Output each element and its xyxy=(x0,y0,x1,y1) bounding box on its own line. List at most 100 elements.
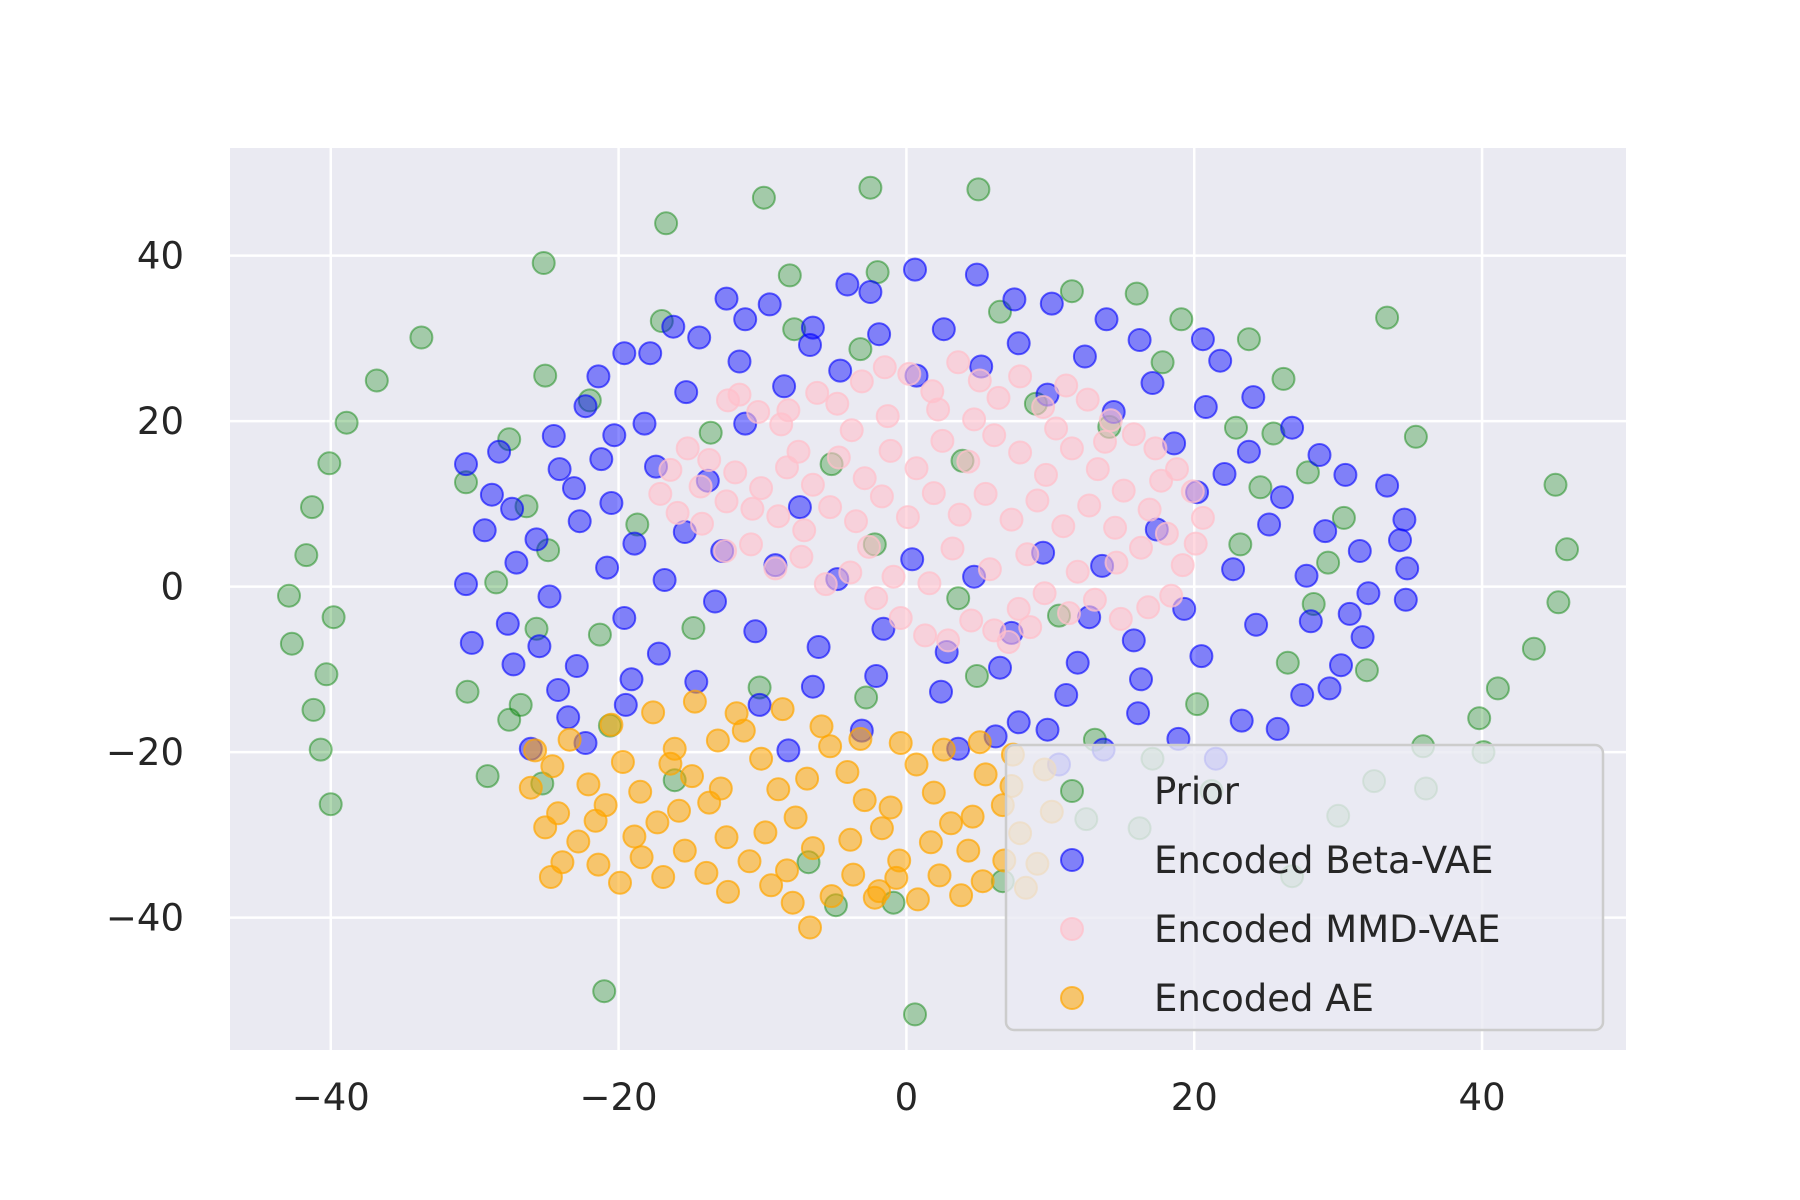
scatter-point xyxy=(1190,327,1215,352)
scatter-point xyxy=(665,500,690,525)
scatter-point xyxy=(881,564,906,589)
legend-marker xyxy=(1060,917,1084,941)
scatter-point xyxy=(999,507,1024,532)
scatter-point xyxy=(1034,462,1058,487)
series-encoded-mmd-vae xyxy=(648,350,1215,654)
scatter-point xyxy=(1229,708,1254,733)
scatter-point xyxy=(766,777,791,802)
scatter-point xyxy=(672,838,697,863)
scatter-point xyxy=(495,611,520,636)
scatter-point xyxy=(1098,408,1123,433)
scatter-point xyxy=(547,457,572,482)
scatter-point xyxy=(518,775,543,800)
scatter-point xyxy=(872,355,897,380)
scatter-point xyxy=(849,369,874,394)
scatter-point xyxy=(541,424,566,448)
scatter-point xyxy=(775,858,799,883)
scatter-point xyxy=(1290,683,1315,707)
scatter-point xyxy=(747,675,772,700)
scatter-point xyxy=(917,571,942,596)
scatter-point xyxy=(703,589,727,614)
scatter-point xyxy=(913,623,938,648)
scatter-point xyxy=(1244,612,1269,637)
scatter-point xyxy=(1149,468,1174,493)
scatter-point xyxy=(967,730,992,755)
scatter-point xyxy=(800,836,825,861)
legend-marker xyxy=(1060,848,1084,872)
scatter-point xyxy=(684,669,709,694)
scatter-point xyxy=(865,260,890,285)
scatter-point xyxy=(1154,521,1179,546)
scatter-point xyxy=(724,701,749,726)
scatter-point xyxy=(939,811,963,836)
scatter-point xyxy=(1183,531,1208,556)
series-prior xyxy=(277,175,1579,1027)
scatter-point xyxy=(1356,581,1381,606)
scatter-point xyxy=(567,509,592,534)
scatter-point xyxy=(308,737,333,762)
scatter-point xyxy=(1075,387,1100,412)
scatter-point xyxy=(455,679,480,704)
scatter-point xyxy=(1208,348,1233,373)
scatter-point xyxy=(929,679,953,704)
scatter-point xyxy=(479,482,504,507)
scatter-point xyxy=(869,484,894,509)
scatter-point xyxy=(317,451,342,476)
scatter-point xyxy=(918,830,943,855)
scatter-point xyxy=(533,815,558,840)
scatter-point xyxy=(973,481,998,506)
scatter-point xyxy=(681,616,706,640)
scatter-point xyxy=(1126,701,1151,726)
scatter-point xyxy=(809,714,834,739)
scatter-point xyxy=(844,509,868,534)
scatter-point xyxy=(697,448,722,472)
scatter-point xyxy=(798,915,822,940)
scatter-point xyxy=(1241,385,1266,410)
scatter-point xyxy=(504,550,529,575)
scatter-point xyxy=(1212,462,1237,486)
y-tick-label: −20 xyxy=(106,731,184,774)
scatter-point xyxy=(531,251,556,275)
scatter-point xyxy=(610,750,635,774)
scatter-point xyxy=(772,374,797,399)
scatter-point xyxy=(977,557,1002,582)
scatter-point xyxy=(651,865,676,889)
scatter-point xyxy=(301,697,326,722)
series-encoded-ae xyxy=(518,689,1064,940)
scatter-point xyxy=(931,737,956,762)
scatter-point xyxy=(905,887,930,912)
scatter-point xyxy=(599,712,624,737)
scatter-point xyxy=(805,380,830,405)
legend-label: Encoded Beta-VAE xyxy=(1154,839,1493,882)
scatter-point xyxy=(818,495,843,520)
scatter-point xyxy=(888,731,913,755)
x-tick-label: −40 xyxy=(292,1076,370,1119)
scatter-point xyxy=(1543,472,1568,497)
scatter-point xyxy=(625,512,650,537)
scatter-point xyxy=(1121,422,1146,447)
scatter-point xyxy=(628,779,653,804)
scatter-point xyxy=(926,397,951,422)
scatter-point xyxy=(1555,537,1579,562)
legend-label: Prior xyxy=(1154,770,1240,813)
scatter-point xyxy=(658,457,683,482)
scatter-point xyxy=(1165,457,1189,482)
scatter-point xyxy=(947,502,972,527)
scatter-point xyxy=(1018,615,1043,640)
scatter-point xyxy=(1169,307,1194,332)
scatter-point xyxy=(1143,436,1168,461)
scatter-point xyxy=(949,883,974,908)
scatter-point xyxy=(1331,505,1356,530)
scatter-point xyxy=(613,692,638,717)
scatter-point xyxy=(775,455,799,480)
scatter-point xyxy=(675,436,700,461)
scatter-point xyxy=(1375,305,1400,330)
scatter-point xyxy=(475,764,500,789)
scatter-point xyxy=(940,536,965,561)
scatter-point xyxy=(813,572,838,597)
scatter-point xyxy=(1124,281,1149,306)
scatter-point xyxy=(1015,542,1040,567)
scatter-point xyxy=(986,385,1011,410)
scatter-point xyxy=(592,979,617,1004)
legend-label: Encoded AE xyxy=(1154,977,1374,1020)
